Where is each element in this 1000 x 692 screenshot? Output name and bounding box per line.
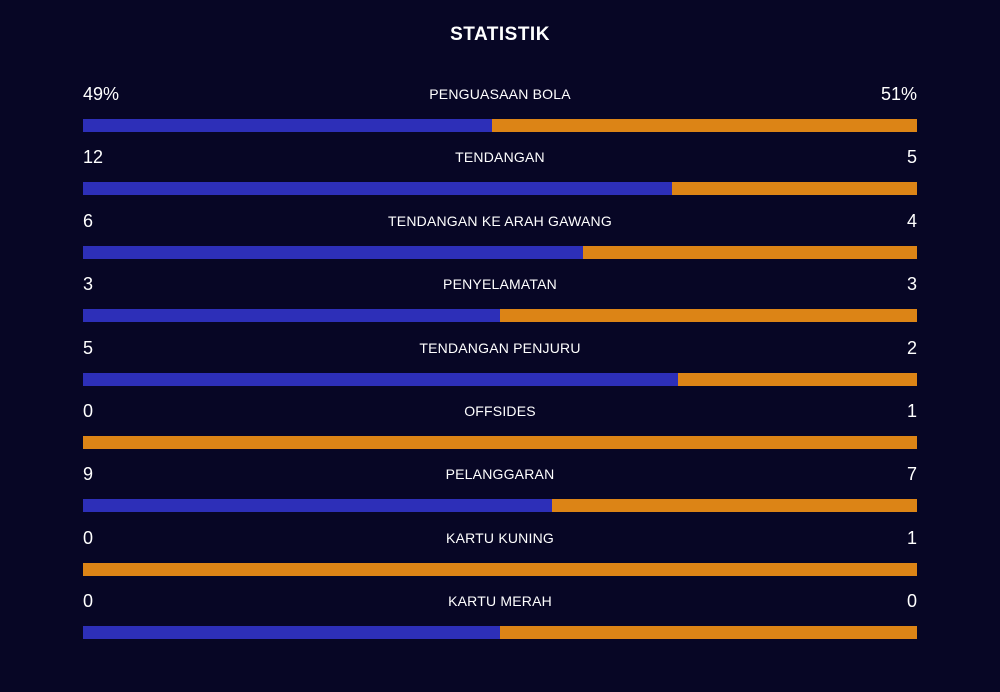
stat-label: KARTU KUNING [446,529,554,546]
stat-label: KARTU MERAH [448,593,552,610]
stat-bar [83,435,917,449]
stat-header: 0 KARTU MERAH 0 [83,589,917,615]
away-bar-segment [671,182,917,196]
away-value: 5 [906,147,917,168]
stat-bar [83,182,917,196]
away-value: 3 [906,274,917,295]
home-bar-segment [83,499,553,513]
home-bar-segment [83,182,672,196]
away-bar-segment [583,245,917,259]
stat-label: OFFSIDES [464,402,536,419]
away-bar-segment [83,562,917,576]
stat-row: 6 TENDANGAN KE ARAH GAWANG 4 [83,207,917,270]
stat-row: 12 TENDANGAN 5 [83,143,917,206]
stat-label: TENDANGAN PENJURU [419,339,581,356]
stat-row: 5 TENDANGAN PENJURU 2 [83,334,917,397]
stat-header: 0 KARTU KUNING 1 [83,526,917,552]
away-value: 51% [880,84,917,104]
away-bar-segment [500,626,917,640]
stat-header: 6 TENDANGAN KE ARAH GAWANG 4 [83,209,917,235]
stat-label: PENYELAMATAN [443,276,557,293]
away-bar-segment [552,499,917,513]
stat-bar [83,309,917,323]
stat-bar [83,245,917,259]
home-value: 0 [83,591,94,612]
home-value: 9 [83,464,94,485]
stat-label: TENDANGAN [455,149,545,166]
stat-bar [83,562,917,576]
home-value: 5 [83,337,94,358]
stat-bar [83,372,917,386]
stat-row: 0 KARTU MERAH 0 [83,587,917,650]
stats-list: 49% PENGUASAAN BOLA 51% 12 TENDANGAN 5 6 TENDAN… [83,80,917,651]
stat-header: 12 TENDANGAN 5 [83,145,917,171]
stat-label: PENGUASAAN BOLA [429,86,571,102]
away-value: 0 [906,591,917,612]
stat-row: 9 PELANGGARAN 7 [83,460,917,523]
home-bar-segment [83,372,679,386]
stat-row: 0 KARTU KUNING 1 [83,524,917,587]
stat-header: 5 TENDANGAN PENJURU 2 [83,336,917,362]
stat-header: 0 OFFSIDES 1 [83,399,917,425]
home-bar-segment [83,626,500,640]
home-value: 6 [83,210,94,231]
stat-header: 49% PENGUASAAN BOLA 51% [83,82,917,108]
stat-header: 9 PELANGGARAN 7 [83,462,917,488]
home-value: 0 [83,400,94,421]
away-value: 7 [906,464,917,485]
stat-bar [83,119,917,132]
away-value: 1 [906,527,917,548]
away-value: 4 [906,210,917,231]
away-value: 2 [906,337,917,358]
stat-label: TENDANGAN KE ARAH GAWANG [388,212,612,229]
stat-row: 3 PENYELAMATAN 3 [83,270,917,333]
away-bar-segment [500,309,917,323]
away-bar-segment [678,372,917,386]
home-value: 49% [83,84,120,104]
stats-title: STATISTIK [450,24,550,45]
away-bar-segment [491,119,917,132]
stat-bar [83,626,917,640]
home-bar-segment [83,309,500,323]
stat-header: 3 PENYELAMATAN 3 [83,272,917,298]
home-value: 12 [83,147,104,168]
stat-bar [83,499,917,513]
stat-row: 49% PENGUASAAN BOLA 51% [83,80,917,143]
home-bar-segment [83,245,584,259]
away-bar-segment [83,435,917,449]
away-value: 1 [906,400,917,421]
home-value: 3 [83,274,94,295]
home-bar-segment [83,119,492,132]
home-value: 0 [83,527,94,548]
stat-label: PELANGGARAN [445,466,555,483]
stat-row: 0 OFFSIDES 1 [83,397,917,460]
